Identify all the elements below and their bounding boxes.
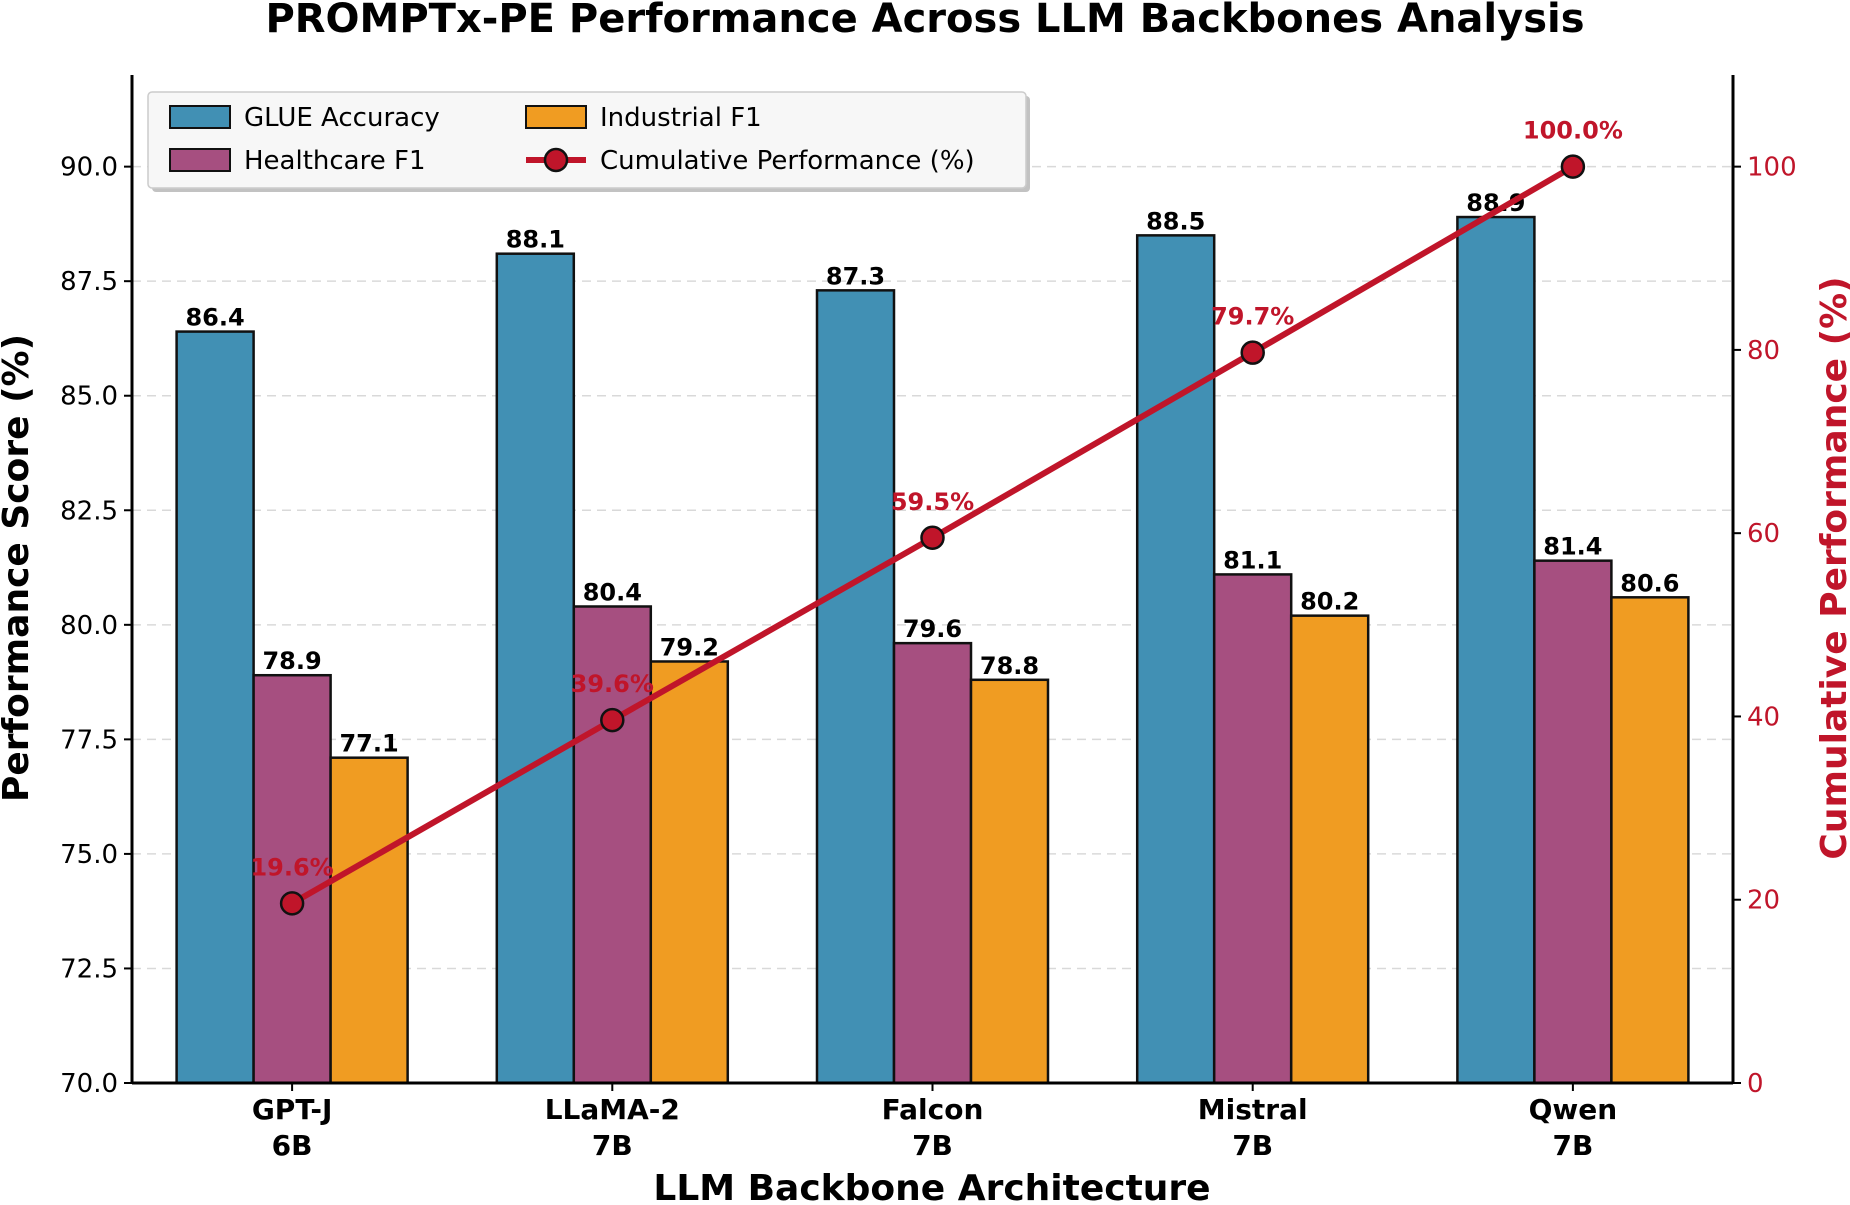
- legend-entry-label: Industrial F1: [600, 103, 762, 133]
- y2-tick-label: 80: [1747, 336, 1780, 366]
- bar-value-label: 78.9: [262, 647, 321, 675]
- bar: [1212, 573, 1293, 1085]
- x-tick-label: 6B: [272, 1129, 313, 1162]
- y2-tick-label: 40: [1747, 702, 1780, 732]
- bar: [969, 678, 1050, 1085]
- bar: [175, 330, 255, 1085]
- legend-swatch: [169, 105, 231, 129]
- bar-value-label: 80.6: [1620, 569, 1679, 597]
- y-tick-label: 82.5: [60, 496, 118, 526]
- y-tick-label: 85.0: [60, 382, 118, 412]
- x-tick-label: 7B: [592, 1129, 633, 1162]
- tick-labels: 70.0 72.5 75.0 77.5 80.0 82.5 85.0 87.5 90.0 0 20 4…: [60, 153, 1797, 1099]
- bar: [1533, 559, 1613, 1085]
- y-tick-label: 77.5: [60, 725, 118, 755]
- y2-axis-label: Cumulative Performance (%): [1814, 276, 1850, 859]
- y-tick-label: 90.0: [60, 153, 118, 183]
- y-axis-label: Performance Score (%): [0, 334, 37, 802]
- bar: [1456, 215, 1536, 1085]
- bar-value-label: 77.1: [339, 730, 398, 758]
- legend-swatch: [169, 148, 231, 172]
- bar-value-label: 81.4: [1543, 533, 1602, 561]
- y-tick-label: 87.5: [60, 267, 118, 297]
- cumulative-value-label: 39.6%: [571, 670, 654, 698]
- bar-value-label: 78.8: [980, 652, 1039, 680]
- bar: [815, 289, 896, 1085]
- bar: [1289, 614, 1370, 1085]
- y-tick-label: 70.0: [60, 1069, 118, 1099]
- bars: [175, 215, 1690, 1085]
- y-tick-label: 75.0: [60, 840, 118, 870]
- bar: [892, 641, 973, 1085]
- bar-value-label: 86.4: [185, 304, 244, 332]
- bar-value-label: 88.5: [1146, 207, 1205, 235]
- legend-swatch: [525, 105, 587, 129]
- bar-value-label: 79.2: [660, 633, 719, 661]
- cumulative-point: [1240, 340, 1265, 365]
- x-tick-label: 7B: [912, 1129, 953, 1162]
- bar: [329, 756, 409, 1085]
- legend-entry-label: Cumulative Performance (%): [600, 146, 975, 176]
- x-tick-label: Qwen: [1529, 1093, 1618, 1126]
- legend: GLUE Accuracy Industrial F1 Healthcare F1 C…: [147, 91, 1030, 192]
- bar-value-label: 80.4: [583, 578, 642, 606]
- cumulative-value-label: 79.7%: [1211, 303, 1294, 331]
- y2-tick-label: 0: [1747, 1069, 1764, 1099]
- cumulative-point: [1560, 154, 1586, 179]
- x-tick-label: LLaMA-2: [545, 1093, 680, 1126]
- x-axis-label: LLM Backbone Architecture: [653, 1168, 1210, 1205]
- cumulative-value-label: 100.0%: [1523, 117, 1623, 145]
- chart-title: PROMPTx-PE Performance Across LLM Backbo…: [265, 0, 1584, 42]
- x-tick-label: Falcon: [882, 1093, 984, 1126]
- y-tick-label: 80.0: [60, 611, 118, 641]
- x-tick-label: 7B: [1232, 1129, 1273, 1162]
- cumulative-point: [920, 525, 945, 551]
- cumulative-point: [600, 707, 625, 733]
- bar: [495, 252, 576, 1085]
- y-tick-label: 72.5: [60, 954, 118, 984]
- x-tick-label: GPT-J: [252, 1093, 333, 1126]
- bar-value-label: 88.1: [506, 226, 565, 254]
- cumulative-line: 19.6% 39.6% 59.5% 79.7% 100.0%: [250, 117, 1623, 916]
- legend-entry-label: GLUE Accuracy: [244, 103, 440, 133]
- legend-marker: [543, 147, 569, 173]
- bar-value-label: 87.3: [826, 262, 885, 290]
- bar-value-label: 79.6: [903, 615, 962, 643]
- legend-entry-label: Healthcare F1: [244, 146, 425, 176]
- y2-tick-label: 100: [1747, 153, 1797, 183]
- cumulative-value-label: 19.6%: [250, 853, 333, 881]
- bar-value-labels: 86.488.187.388.588.978.980.479.681.1 81.4…: [185, 189, 1679, 758]
- cumulative-value-label: 59.5%: [891, 488, 974, 516]
- y2-tick-label: 20: [1747, 886, 1780, 916]
- legend-box: [147, 91, 1027, 189]
- y2-tick-label: 60: [1747, 519, 1780, 549]
- bar: [252, 673, 332, 1085]
- x-tick-label: 7B: [1552, 1129, 1593, 1162]
- bar-value-label: 81.1: [1223, 546, 1282, 574]
- bar: [649, 660, 730, 1085]
- bar-value-label: 80.2: [1300, 588, 1359, 616]
- x-tick-label: Mistral: [1198, 1093, 1308, 1126]
- cumulative-point: [279, 891, 305, 916]
- bar: [1135, 234, 1216, 1085]
- bar: [1610, 596, 1690, 1085]
